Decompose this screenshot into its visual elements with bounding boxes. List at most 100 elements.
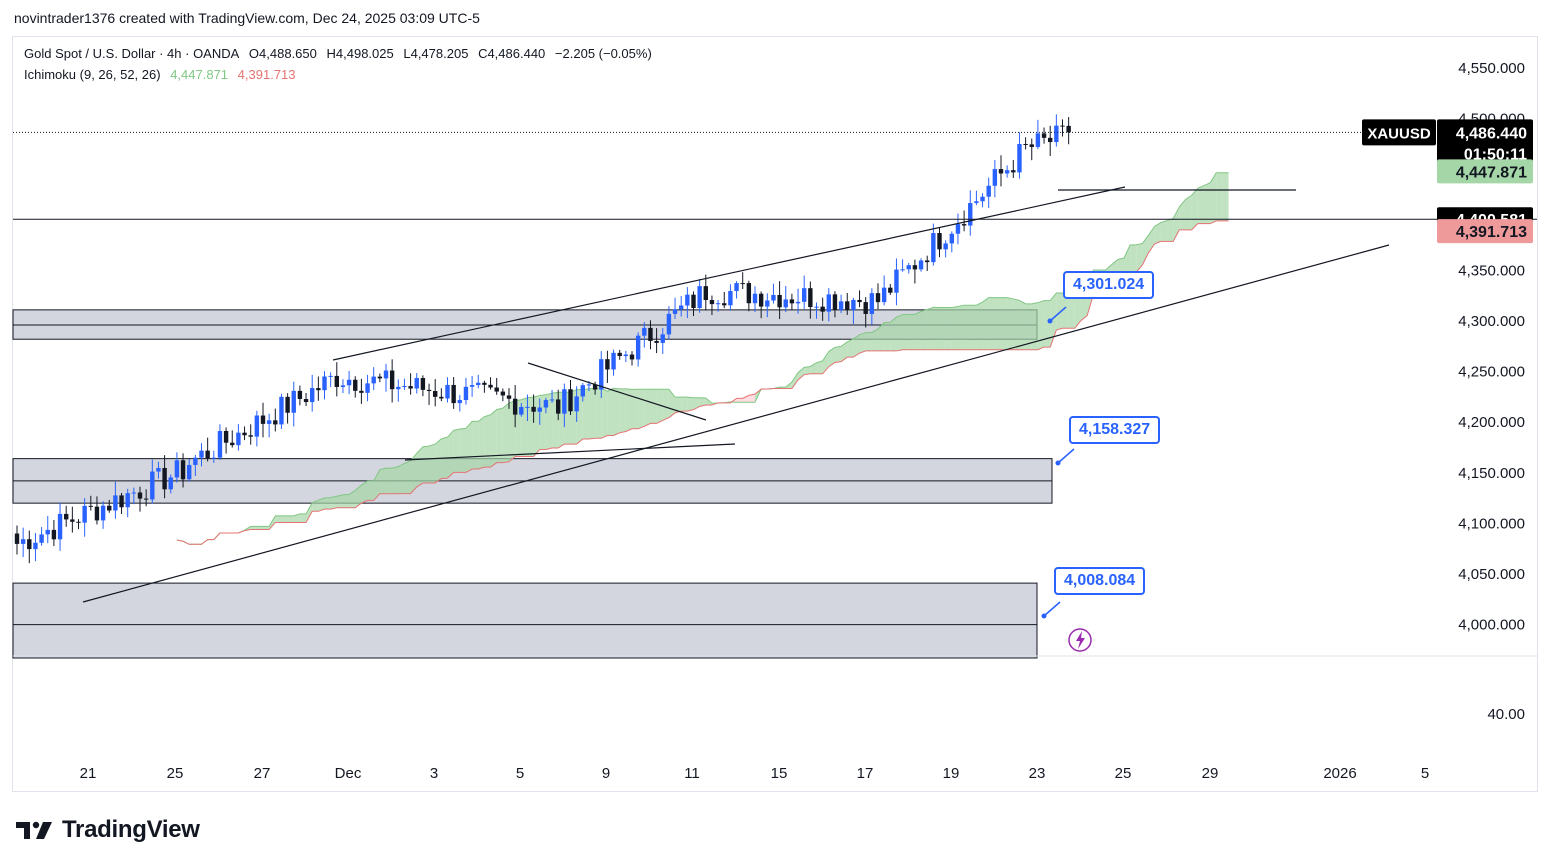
y-tick-label-7: 4,100.000: [1458, 515, 1525, 532]
cloud-segment-167: [1037, 300, 1045, 350]
candle-body-170: [1060, 125, 1065, 127]
tradingview-logo[interactable]: TradingView: [16, 816, 200, 844]
cloud-segment-54: [342, 494, 350, 508]
candle-body-13: [94, 506, 100, 521]
candle-body-146: [912, 265, 918, 270]
candle-body-109: [685, 294, 690, 306]
candle-body-128: [802, 288, 807, 302]
cloud-segment-98: [613, 388, 620, 436]
cloud-segment-142: [884, 322, 891, 351]
support-zone-3: [12, 582, 1038, 659]
candle-body-96: [605, 359, 610, 370]
cloud-segment-77: [484, 414, 491, 468]
candle-body-81: [512, 398, 518, 415]
cloud-segment-85: [533, 395, 540, 457]
candle-body-138: [863, 302, 868, 314]
candle-body-60: [383, 370, 389, 379]
candle-body-122: [765, 300, 770, 307]
candle-body-11: [82, 505, 87, 523]
cloud-segment-56: [355, 485, 362, 508]
price-callout-2[interactable]: 4,158.327: [1069, 416, 1161, 444]
span-b-price-text: 4,391.713: [1456, 224, 1527, 241]
x-tick-label-0: 21: [80, 765, 97, 782]
cloud-segment-157: [976, 302, 983, 350]
candle-body-68: [433, 391, 438, 397]
cloud-segment-49: [312, 500, 319, 512]
cloud-segment-191: [1185, 195, 1192, 230]
candle-body-108: [679, 305, 684, 310]
legend-instrument: Gold Spot / U.S. Dollar · 4h · OANDA: [24, 46, 240, 61]
cloud-segment-129: [804, 366, 811, 375]
chart-frame[interactable]: [12, 36, 1538, 792]
cloud-segment-46: [293, 513, 300, 523]
candle-body-103: [648, 327, 653, 341]
candle-body-123: [771, 294, 776, 301]
x-tick-label-10: 19: [943, 765, 960, 782]
price-callout-1[interactable]: 4,301.024: [1063, 271, 1155, 299]
cloud-segment-101: [632, 389, 639, 429]
candle-body-73: [463, 386, 469, 401]
candle-body-105: [660, 334, 665, 343]
chart-legend-indicator[interactable]: Ichimoku (9, 26, 52, 26) 4,447.871 4,391…: [24, 67, 302, 82]
cloud-segment-40: [256, 526, 263, 530]
cloud-segment-79: [496, 408, 503, 463]
candle-body-16: [113, 495, 118, 511]
candle-body-0: [14, 533, 20, 544]
candle-body-40: [260, 415, 266, 424]
candle-body-35: [230, 442, 235, 446]
y-tick-label-9: 4,000.000: [1458, 617, 1525, 634]
candle-body-31: [205, 450, 210, 459]
candle-body-1: [20, 539, 26, 544]
candle-body-75: [476, 382, 481, 386]
cloud-segment-97: [607, 388, 614, 436]
cloud-segment-83: [521, 397, 528, 457]
candle-body-160: [998, 169, 1004, 174]
cloud-segment-93: [582, 388, 589, 440]
candle-body-82: [519, 406, 524, 415]
cloud-segment-135: [841, 341, 848, 362]
y-tick-label-8: 4,050.000: [1458, 566, 1525, 583]
cloud-segment-149: [927, 307, 934, 350]
x-tick-label-11: 23: [1029, 765, 1046, 782]
candle-body-142: [888, 287, 893, 293]
cloud-segment-196: [1216, 172, 1223, 221]
cloud-segment-47: [299, 513, 307, 523]
candle-body-53: [340, 385, 346, 387]
cloud-segment-104: [650, 389, 657, 424]
cloud-segment-53: [336, 494, 343, 508]
cloud-segment-108: [675, 397, 682, 413]
cloud-segment-52: [330, 496, 337, 510]
price-callout-3[interactable]: 4,008.084: [1054, 567, 1146, 595]
callout-pointer-2: [1057, 448, 1075, 464]
candle-body-5: [45, 529, 50, 535]
cloud-segment-66: [416, 446, 423, 487]
cloud-segment-148: [921, 309, 928, 350]
candle-body-17: [119, 495, 124, 508]
cloud-segment-99: [619, 388, 626, 433]
candle-body-59: [377, 376, 383, 379]
cloud-segment-193: [1197, 185, 1204, 224]
cloud-segment-165: [1025, 303, 1032, 350]
candle-body-166: [1035, 133, 1041, 147]
candle-body-22: [150, 471, 155, 500]
candle-body-87: [549, 399, 555, 401]
legend-change: −2.205 (−0.05%): [554, 46, 652, 61]
cloud-segment-147: [914, 311, 922, 350]
candle-body-18: [125, 493, 130, 508]
x-tick-label-8: 15: [771, 765, 788, 782]
cloud-segment-50: [318, 498, 325, 512]
last-price-box: [1437, 119, 1533, 166]
candle-body-76: [482, 382, 487, 385]
candle-body-88: [556, 399, 561, 414]
cloud-segment-160: [994, 297, 1001, 350]
x-tick-label-4: 3: [430, 765, 438, 782]
last-price-text: 4,486.440: [1456, 125, 1527, 142]
candle-body-8: [64, 513, 69, 520]
candle-body-129: [808, 288, 813, 308]
y-tick-label-4: 4,250.000: [1458, 364, 1525, 381]
candle-body-147: [918, 260, 924, 270]
candle-body-32: [211, 457, 216, 459]
cloud-segment-68: [429, 444, 436, 483]
cloud-segment-39: [250, 526, 257, 530]
